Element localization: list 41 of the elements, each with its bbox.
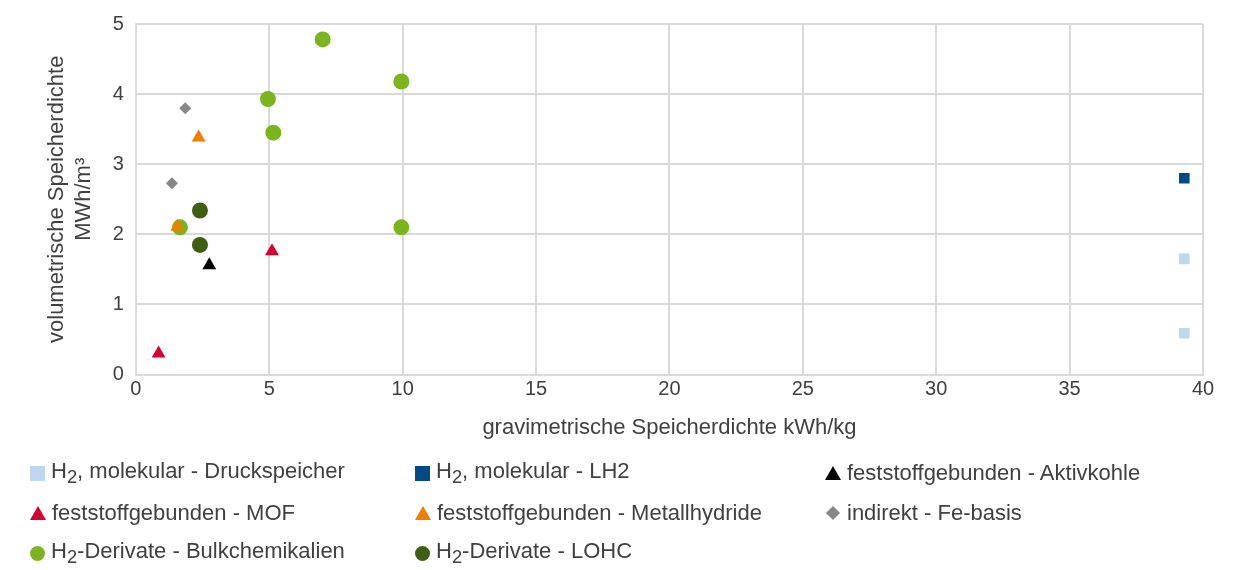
point <box>259 91 276 108</box>
x-tick-label: 20 <box>658 377 681 400</box>
y-axis-title: volumetrische Speicherdichte MWh/m³ <box>43 55 95 343</box>
x-tick-label: 15 <box>524 377 548 400</box>
point <box>1179 172 1190 184</box>
y-tick-label: 0 <box>112 362 124 385</box>
y-tick-label: 5 <box>112 11 124 34</box>
legend-label: H$_{2}$, molekular - LH2 <box>436 458 630 489</box>
point <box>151 345 166 358</box>
point <box>179 102 192 115</box>
point <box>1179 253 1190 265</box>
x-tick-label: 5 <box>263 377 275 400</box>
legend-label: H$_{2}$-Derivate - Bulkchemikalien <box>51 538 345 569</box>
y-tick-label: 3 <box>112 151 124 174</box>
point <box>393 219 410 236</box>
point <box>191 202 208 219</box>
x-tick-label: 0 <box>130 377 142 400</box>
legend-label: H$_{2}$, molekular - Druckspeicher <box>51 458 345 489</box>
point <box>393 73 410 90</box>
point <box>191 236 208 253</box>
x-axis-title: gravimetrische Speicherdichte kWh/kg <box>482 413 857 439</box>
y-tick-label: 2 <box>112 221 124 244</box>
x-tick-label: 25 <box>791 377 814 400</box>
x-tick-label: 35 <box>1058 377 1081 400</box>
point <box>314 31 331 48</box>
point <box>265 243 279 256</box>
legend-label: indirekt - Fe-basis <box>847 500 1022 527</box>
x-tick-label: 10 <box>391 377 414 400</box>
legend-label: H$_{2}$-Derivate - LOHC <box>436 538 633 569</box>
point <box>202 257 217 270</box>
y-tick-label: 4 <box>112 81 124 104</box>
point <box>1179 327 1190 339</box>
x-tick-label: 40 <box>1191 377 1215 400</box>
legend-label: feststoffgebunden - MOF <box>52 500 295 527</box>
x-tick-label: 30 <box>925 377 948 400</box>
point <box>265 124 282 141</box>
point <box>170 218 185 231</box>
point <box>165 177 178 190</box>
legend-label: feststoffgebunden - Metallhydride <box>437 500 762 527</box>
legend-label: feststoffgebunden - Aktivkohle <box>847 460 1141 487</box>
y-tick-label: 1 <box>112 292 124 314</box>
